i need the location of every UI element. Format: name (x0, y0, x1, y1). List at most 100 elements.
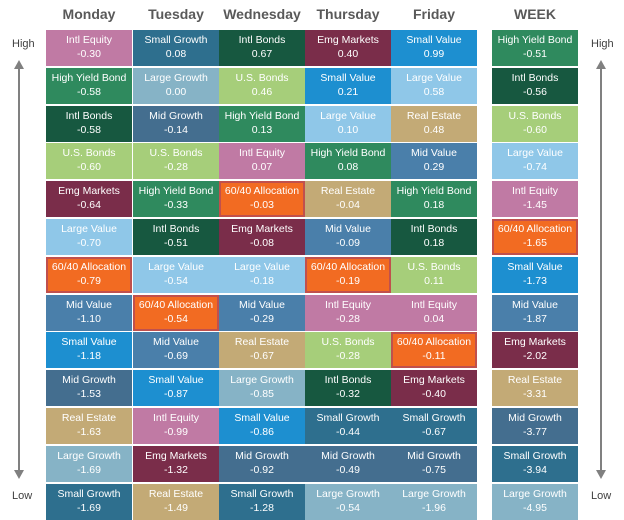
performance-cell: Intl Bonds 0.18 (391, 219, 477, 255)
asset-class-label: Small Growth (230, 487, 294, 500)
asset-class-label: Intl Equity (410, 298, 458, 311)
asset-class-label: Intl Equity (238, 147, 286, 160)
performance-cell: Intl Equity -0.28 (305, 294, 391, 331)
performance-cell: 60/40 Allocation -0.03 (219, 181, 305, 218)
asset-class-label: 60/40 Allocation (138, 298, 214, 311)
performance-cell: Intl Bonds -0.32 (305, 370, 391, 407)
asset-class-label: High Yield Bond (138, 185, 214, 198)
return-value-label: -1.32 (164, 463, 188, 476)
return-value-label: -0.58 (77, 85, 101, 98)
asset-class-label: Intl Bonds (511, 71, 559, 84)
asset-class-label: Emg Markets (231, 223, 293, 235)
return-value-label: -0.67 (250, 350, 274, 363)
return-value-label: 0.46 (251, 85, 273, 98)
asset-class-label: Emg Markets (58, 185, 120, 198)
low-label-right: Low (591, 490, 612, 502)
asset-class-label: Intl Bonds (238, 34, 286, 46)
asset-class-label: Mid Growth (321, 449, 375, 462)
performance-cell: Intl Equity -0.30 (46, 30, 132, 66)
asset-class-label: High Yield Bond (51, 71, 127, 84)
return-value-label: -1.49 (164, 501, 188, 514)
asset-class-label: High Yield Bond (497, 34, 573, 46)
return-value-label: -1.69 (77, 463, 101, 476)
performance-cell: Large Growth -1.96 (391, 483, 477, 520)
asset-class-label: U.S. Bonds (149, 147, 203, 160)
return-value-label: -0.14 (164, 123, 188, 136)
performance-cell: Small Value -0.86 (219, 408, 305, 444)
asset-class-label: Small Value (406, 34, 462, 46)
return-value-label: -1.53 (77, 388, 101, 401)
return-value-label: -0.40 (422, 388, 446, 401)
return-value-label: -1.28 (250, 501, 274, 514)
return-value-label: 0.67 (251, 48, 273, 60)
asset-class-label: Mid Value (66, 298, 112, 311)
performance-cell: Mid Growth -0.75 (391, 445, 477, 482)
performance-cell: Intl Bonds -0.56 (492, 67, 578, 104)
return-value-label: 0.13 (251, 123, 273, 136)
asset-class-label: Large Growth (230, 374, 294, 387)
return-value-label: -0.79 (77, 274, 101, 287)
column-header-week: WEEK (514, 6, 556, 22)
high-label-left: High (12, 38, 35, 50)
return-value-label: 0.58 (423, 85, 445, 98)
performance-cell: Mid Value -0.09 (305, 219, 391, 255)
return-value-label: -3.31 (523, 388, 547, 401)
performance-cell: U.S. Bonds 0.11 (391, 256, 477, 293)
return-value-label: -4.95 (523, 501, 547, 514)
performance-cell: Mid Growth -0.14 (133, 105, 219, 142)
performance-cell: Real Estate 0.48 (391, 105, 477, 142)
performance-cell: Intl Bonds 0.67 (219, 30, 305, 66)
asset-class-label: 60/40 Allocation (51, 260, 127, 273)
asset-class-label: Mid Growth (62, 374, 116, 387)
asset-class-label: Small Value (61, 336, 117, 349)
return-value-label: 0.08 (165, 48, 187, 60)
performance-cell: Intl Bonds -0.58 (46, 105, 132, 142)
return-value-label: -0.04 (336, 199, 360, 212)
asset-class-label: Intl Equity (324, 298, 372, 311)
performance-cell: Large Value -0.54 (133, 256, 219, 293)
asset-class-label: Mid Growth (235, 449, 289, 462)
performance-cell: Emg Markets -2.02 (492, 332, 578, 369)
return-value-label: -1.63 (77, 426, 101, 438)
return-value-label: 0.08 (337, 161, 359, 174)
performance-cell: Mid Value -1.10 (46, 294, 132, 331)
return-value-label: 0.40 (337, 48, 359, 60)
return-value-label: -3.94 (523, 463, 547, 476)
asset-class-label: Large Growth (402, 487, 466, 500)
return-value-label: 0.99 (423, 48, 445, 60)
performance-cell: U.S. Bonds 0.46 (219, 67, 305, 104)
asset-class-label: Large Growth (316, 487, 380, 500)
asset-class-label: 60/40 Allocation (396, 336, 472, 349)
performance-cell: Small Value -0.87 (133, 370, 219, 407)
return-value-label: -0.60 (523, 123, 547, 136)
asset-class-label: Small Value (507, 260, 563, 273)
performance-cell: Mid Growth -0.49 (305, 445, 391, 482)
performance-cell: Emg Markets -0.08 (219, 219, 305, 255)
return-value-label: -0.92 (250, 463, 274, 476)
asset-class-label: Intl Equity (152, 412, 200, 424)
asset-class-label: Small Growth (402, 412, 466, 424)
return-value-label: 0.48 (423, 123, 445, 136)
performance-cell: Small Value 0.99 (391, 30, 477, 66)
asset-class-label: Real Estate (148, 487, 204, 500)
performance-cell: Large Growth -0.54 (305, 483, 391, 520)
asset-class-label: Mid Value (153, 336, 199, 349)
asset-class-label: Mid Value (411, 147, 457, 160)
performance-cell: Small Value -1.73 (492, 256, 578, 293)
performance-cell: Small Growth -0.67 (391, 408, 477, 444)
asset-class-label: Large Growth (503, 487, 567, 500)
performance-cell: U.S. Bonds -0.60 (46, 143, 132, 180)
performance-cell: Emg Markets -1.32 (133, 445, 219, 482)
return-value-label: -2.02 (523, 350, 547, 363)
down-arrow-right-icon (596, 470, 606, 479)
performance-cell: Small Value -1.18 (46, 332, 132, 369)
performance-cell: Real Estate -1.49 (133, 483, 219, 520)
asset-class-label: 60/40 Allocation (224, 185, 300, 198)
return-value-label: -0.03 (250, 199, 274, 212)
asset-class-label: Large Value (148, 260, 204, 273)
performance-cell: High Yield Bond -0.33 (133, 181, 219, 218)
column-header-friday: Friday (412, 6, 455, 22)
performance-cell: Small Growth -3.94 (492, 445, 578, 482)
asset-class-label: Real Estate (406, 109, 462, 122)
performance-cell: Large Growth -1.69 (46, 445, 132, 482)
